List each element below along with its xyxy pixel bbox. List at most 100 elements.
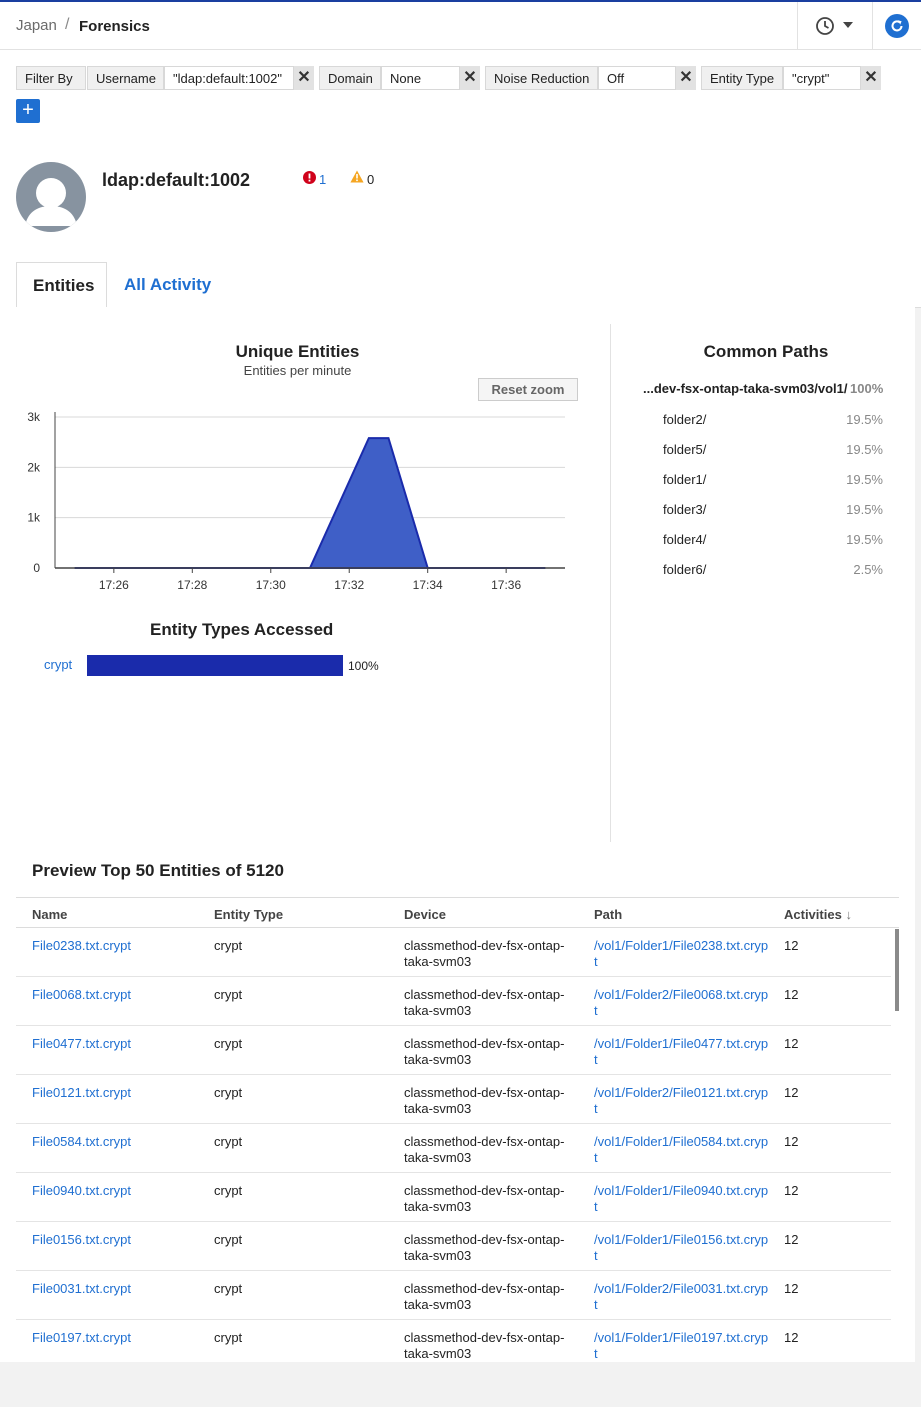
filter-noise-reduction-value[interactable]: Off: [598, 66, 676, 90]
table-row[interactable]: File0477.txt.crypt crypt classmethod-dev…: [16, 1026, 891, 1075]
table-row[interactable]: File0940.txt.crypt crypt classmethod-dev…: [16, 1173, 891, 1222]
table-row[interactable]: File0584.txt.crypt crypt classmethod-dev…: [16, 1124, 891, 1173]
device-cell: classmethod-dev-fsx-ontap-taka-svm03: [404, 1281, 565, 1312]
chart-x-tick-label: 17:30: [256, 578, 286, 592]
entities-panel: Unique Entities Entities per minute Rese…: [0, 307, 915, 1369]
reset-zoom-button[interactable]: Reset zoom: [478, 378, 578, 401]
chart-y-tick-label: 1k: [27, 511, 41, 525]
filter-username-value[interactable]: "ldap:default:1002": [164, 66, 294, 90]
add-filter-button[interactable]: +: [16, 99, 40, 123]
entity-type-cell: crypt: [214, 938, 243, 953]
preview-title: Preview Top 50 Entities of 5120: [32, 861, 284, 880]
common-path-item: folder5/: [663, 442, 707, 457]
time-range-picker[interactable]: [797, 2, 873, 50]
entity-name-link[interactable]: File0940.txt.crypt: [32, 1183, 131, 1198]
user-icon: [25, 178, 77, 226]
remove-noise-reduction-filter-icon[interactable]: ✕: [676, 66, 696, 90]
entity-name-link[interactable]: File0477.txt.crypt: [32, 1036, 131, 1051]
entity-types-title: Entity Types Accessed: [150, 620, 334, 639]
filter-domain-label: Domain: [319, 66, 381, 90]
remove-entity-type-filter-icon[interactable]: ✕: [861, 66, 881, 90]
entity-name-link[interactable]: File0068.txt.crypt: [32, 987, 131, 1002]
path-link[interactable]: /vol1/Folder2/File0068.txt.crypt: [594, 987, 769, 1018]
remove-username-filter-icon[interactable]: ✕: [294, 66, 314, 90]
table-row[interactable]: File0068.txt.crypt crypt classmethod-dev…: [16, 977, 891, 1026]
entity-type-cell: crypt: [214, 1183, 243, 1198]
column-header-entity-type[interactable]: Entity Type: [214, 907, 284, 922]
common-path-percent: 19.5%: [846, 532, 883, 547]
clock-icon: [816, 17, 834, 35]
table-row[interactable]: File0121.txt.crypt crypt classmethod-dev…: [16, 1075, 891, 1124]
top-bar: Japan / Forensics: [0, 0, 921, 50]
tab-all-activity[interactable]: All Activity: [124, 275, 212, 294]
common-path-percent: 19.5%: [846, 472, 883, 487]
refresh-icon: [891, 20, 903, 32]
entity-type-bar: [87, 655, 343, 676]
column-header-activities-label: Activities: [784, 907, 842, 922]
table-row[interactable]: File0238.txt.crypt crypt classmethod-dev…: [16, 928, 891, 977]
page-footer-space: [0, 1362, 921, 1407]
filter-entity-type-value[interactable]: "crypt": [783, 66, 861, 90]
entity-name-link[interactable]: File0238.txt.crypt: [32, 938, 131, 953]
filter-entity-type-label: Entity Type: [701, 66, 783, 90]
column-header-name[interactable]: Name: [32, 907, 68, 922]
path-link[interactable]: /vol1/Folder2/File0031.txt.crypt: [594, 1281, 769, 1312]
column-header-path[interactable]: Path: [594, 907, 623, 922]
activities-cell: 12: [784, 938, 799, 953]
user-name: ldap:default:1002: [102, 170, 251, 190]
chart-y-tick-label: 3k: [27, 410, 41, 424]
chart-y-tick-label: 0: [33, 561, 40, 575]
path-link[interactable]: /vol1/Folder1/File0238.txt.crypt: [594, 938, 769, 969]
device-cell: classmethod-dev-fsx-ontap-taka-svm03: [404, 1330, 565, 1361]
chart-x-tick-label: 17:34: [413, 578, 443, 592]
entity-name-link[interactable]: File0584.txt.crypt: [32, 1134, 131, 1149]
breadcrumb-separator: /: [65, 16, 70, 33]
unique-entities-chart[interactable]: 0 1k 2k 3k 17:26 17:28 17:30 17:32 17:34 17:36: [0, 402, 580, 692]
unique-entities-subtitle: Entities per minute: [243, 363, 352, 378]
entity-name-link[interactable]: File0156.txt.crypt: [32, 1232, 131, 1247]
refresh-button[interactable]: [885, 14, 909, 38]
column-header-device[interactable]: Device: [404, 907, 446, 922]
entity-name-link[interactable]: File0031.txt.crypt: [32, 1281, 131, 1296]
path-link[interactable]: /vol1/Folder1/File0477.txt.crypt: [594, 1036, 769, 1067]
error-icon: [303, 171, 316, 184]
error-count[interactable]: 1: [319, 172, 327, 187]
path-link[interactable]: /vol1/Folder2/File0121.txt.crypt: [594, 1085, 769, 1116]
device-cell: classmethod-dev-fsx-ontap-taka-svm03: [404, 938, 565, 969]
path-link[interactable]: /vol1/Folder1/File0584.txt.crypt: [594, 1134, 769, 1165]
entity-type-cell: crypt: [214, 1036, 243, 1051]
device-cell: classmethod-dev-fsx-ontap-taka-svm03: [404, 1134, 565, 1165]
avatar: [16, 162, 86, 232]
chart-x-tick-label: 17:36: [491, 578, 521, 592]
device-cell: classmethod-dev-fsx-ontap-taka-svm03: [404, 1232, 565, 1263]
entity-name-link[interactable]: File0121.txt.crypt: [32, 1085, 131, 1100]
path-link[interactable]: /vol1/Folder1/File0197.txt.crypt: [594, 1330, 769, 1361]
breadcrumb-parent[interactable]: Japan: [16, 17, 57, 34]
column-header-activities[interactable]: Activities ↓: [784, 907, 852, 922]
tab-entities[interactable]: Entities: [16, 262, 107, 308]
chart-y-tick-label: 2k: [27, 460, 41, 474]
entity-name-link[interactable]: File0197.txt.crypt: [32, 1330, 131, 1345]
activities-cell: 12: [784, 1281, 799, 1296]
panel-divider: [610, 324, 611, 842]
path-link[interactable]: /vol1/Folder1/File0940.txt.crypt: [594, 1183, 769, 1214]
chart-x-tick-label: 17:32: [334, 578, 364, 592]
filter-by-label: Filter By: [16, 66, 86, 90]
warning-count: 0: [367, 172, 375, 187]
table-scrollbar[interactable]: [895, 929, 899, 1011]
activities-cell: 12: [784, 1134, 799, 1149]
path-link[interactable]: /vol1/Folder1/File0156.txt.crypt: [594, 1232, 769, 1263]
table-divider: [16, 897, 899, 898]
entity-type-label[interactable]: crypt: [44, 657, 73, 672]
activities-cell: 12: [784, 1330, 799, 1345]
table-row[interactable]: File0031.txt.crypt crypt classmethod-dev…: [16, 1271, 891, 1320]
common-path-percent: 2.5%: [853, 562, 883, 577]
filter-noise-reduction-label: Noise Reduction: [485, 66, 598, 90]
filter-domain-value[interactable]: None: [381, 66, 460, 90]
chart-x-tick-label: 17:28: [177, 578, 207, 592]
device-cell: classmethod-dev-fsx-ontap-taka-svm03: [404, 1183, 565, 1214]
chart-x-tick-label: 17:26: [99, 578, 129, 592]
unique-entities-title: Unique Entities: [235, 342, 360, 361]
remove-domain-filter-icon[interactable]: ✕: [460, 66, 480, 90]
table-row[interactable]: File0156.txt.crypt crypt classmethod-dev…: [16, 1222, 891, 1271]
